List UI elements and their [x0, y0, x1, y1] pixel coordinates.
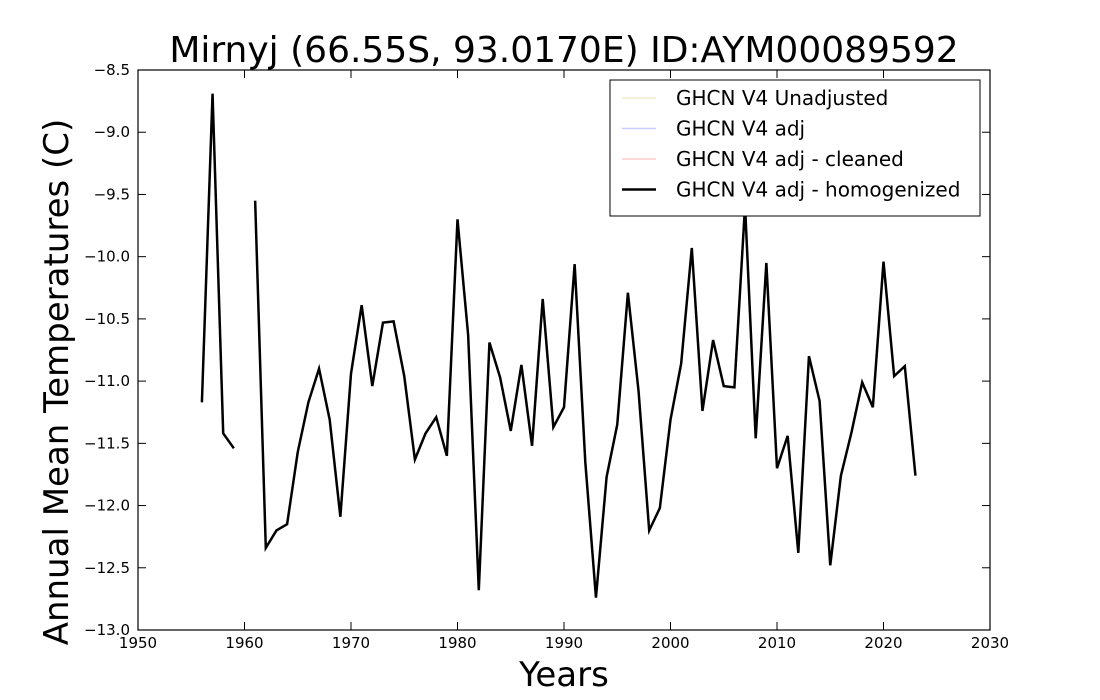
x-tick-label: 2030	[971, 634, 1009, 652]
y-tick-label: −11.5	[84, 434, 130, 452]
x-tick-label: 1990	[545, 634, 583, 652]
y-tick-label: −8.5	[94, 61, 130, 79]
legend-box	[609, 79, 981, 217]
y-axis-label: Annual Mean Temperatures (C)	[37, 119, 77, 646]
x-tick-label: 1950	[119, 634, 157, 652]
y-tick-label: −12.0	[84, 497, 130, 515]
y-tick-label: −11.0	[84, 372, 130, 390]
x-tick-label: 1970	[332, 634, 370, 652]
x-tick-label: 2000	[651, 634, 689, 652]
y-tick-label: −13.0	[84, 621, 130, 639]
x-axis-label: Years	[518, 655, 609, 695]
legend-label-3: GHCN V4 adj - homogenized	[676, 178, 960, 202]
x-tick-label: 2020	[864, 634, 902, 652]
legend-label-0: GHCN V4 Unadjusted	[676, 86, 888, 110]
y-tick-label: −12.5	[84, 559, 130, 577]
legend-label-2: GHCN V4 adj - cleaned	[676, 147, 904, 171]
y-tick-label: −9.5	[94, 185, 130, 203]
series-layer	[200, 93, 917, 598]
chart-title: Mirnyj (66.55S, 93.0170E) ID:AYM00089592	[169, 30, 958, 71]
ticks-layer: 1950 1960 1970 1980 1990 2000 2010 2020 2030 −8.5…	[84, 61, 1009, 652]
x-tick-label: 1960	[225, 634, 263, 652]
legend: GHCN V4 Unadjusted GHCN V4 adj GHCN V4 adj…	[609, 79, 981, 217]
x-tick-label: 1980	[438, 634, 476, 652]
y-tick-label: −10.5	[84, 310, 130, 328]
legend-label-1: GHCN V4 adj	[676, 117, 805, 141]
y-tick-label: −10.0	[84, 248, 130, 266]
series-line-3	[200, 93, 917, 598]
x-tick-label: 2010	[758, 634, 796, 652]
y-tick-label: −9.0	[94, 123, 130, 141]
